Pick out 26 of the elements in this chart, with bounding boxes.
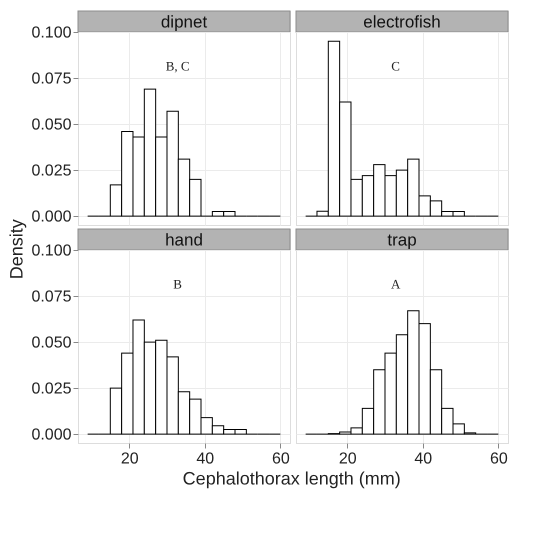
y-axis-title: Density — [6, 219, 26, 280]
chart-title: trap — [387, 230, 417, 250]
x-tick-label: 20 — [120, 450, 139, 468]
annotation: B, C — [166, 58, 190, 74]
y-tick-label: 0.050 — [31, 116, 72, 134]
y-tick-label: 0.075 — [31, 288, 72, 306]
chart-title: hand — [165, 230, 203, 250]
y-tick-label: 0.025 — [31, 380, 72, 398]
chart-title: dipnet — [160, 12, 208, 32]
y-tick-label: 0.100 — [31, 24, 72, 42]
x-axis-title: Cephalothorax length (mm) — [182, 468, 401, 488]
x-tick-label: 40 — [414, 450, 432, 468]
y-tick-label: 0.075 — [31, 70, 72, 88]
annotation: A — [390, 276, 401, 292]
x-tick-label: 40 — [196, 450, 214, 468]
annotation: B — [173, 276, 182, 292]
y-tick-label: 0.050 — [31, 334, 72, 352]
x-tick-label: 60 — [272, 450, 290, 468]
annotation: C — [391, 58, 400, 74]
chart-title: electrofish — [363, 12, 441, 32]
y-tick-label: 0.000 — [31, 208, 72, 226]
x-tick-label: 60 — [490, 450, 508, 468]
x-tick-label: 20 — [338, 450, 357, 468]
y-tick-label: 0.100 — [31, 242, 72, 260]
y-tick-label: 0.025 — [31, 162, 72, 180]
y-tick-label: 0.000 — [31, 426, 72, 444]
